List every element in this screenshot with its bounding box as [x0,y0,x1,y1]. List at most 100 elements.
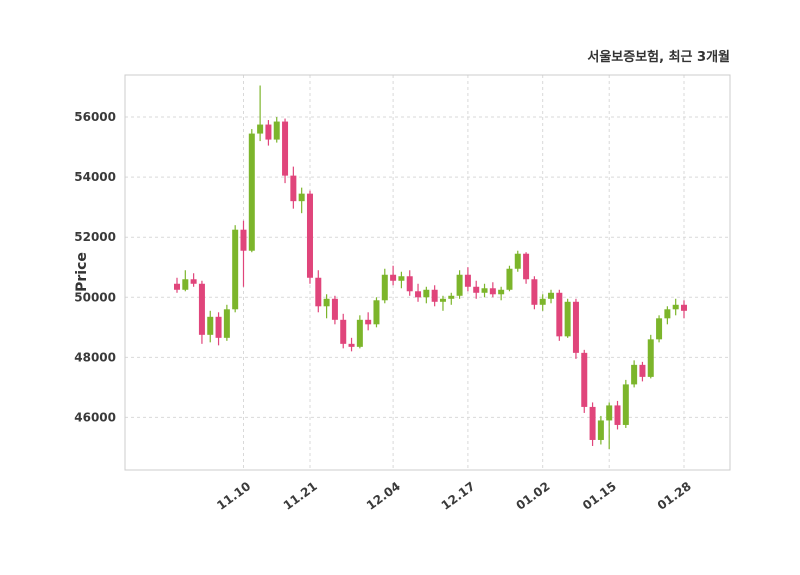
candle-body [523,253,530,280]
candle-4 [207,310,214,343]
grid-lines [125,75,730,470]
candle-10 [257,85,264,142]
y-tick-label: 50000 [74,290,116,304]
y-tick-label: 46000 [74,410,116,424]
candle-body [672,304,679,310]
candle-body [190,279,197,284]
candle-39 [498,286,505,301]
candle-body [356,319,363,347]
candle-body [215,316,222,338]
candle-body [182,279,189,290]
candle-43 [531,276,538,310]
candle-body [548,292,555,299]
candle-59 [664,306,671,325]
candle-5 [215,312,222,346]
candle-33 [448,292,455,305]
candle-body [564,301,571,337]
y-axis-ticks: 46000 48000 50000 52000 54000 56000 [74,110,116,424]
x-tick-label: 01.28 [655,479,694,513]
candle-36 [473,280,480,299]
candle-body [340,319,347,344]
candle-body [581,352,588,407]
candle-body [207,316,214,335]
candle-body [514,253,521,269]
candle-body [240,229,247,251]
candle-8 [240,220,247,287]
x-tick-label: 01.15 [580,479,619,513]
candle-2 [190,273,197,287]
candle-60 [672,298,679,316]
candle-body [390,274,397,281]
candle-body [232,229,239,310]
candle-48 [572,298,579,359]
candle-52 [606,402,613,449]
y-tick-label: 54000 [74,170,116,184]
candle-17 [315,270,322,313]
candle-13 [282,118,289,184]
x-tick-label: 11.21 [281,479,320,513]
candle-body [572,301,579,353]
candle-body [489,288,496,295]
x-tick-label: 11.10 [214,479,253,513]
candle-body [656,318,663,340]
candle-53 [614,400,621,430]
x-tick-label: 12.04 [364,479,403,513]
candle-22 [356,315,363,349]
candlesticks [174,85,687,449]
candle-49 [581,349,588,413]
candle-body [198,283,205,335]
candle-body [614,405,621,425]
candle-body [331,298,338,320]
candle-body [464,274,471,287]
candle-body [622,384,629,425]
candle-16 [306,190,313,284]
candle-body [282,121,289,176]
candle-14 [290,166,297,209]
candle-44 [539,294,546,311]
candle-body [639,364,646,377]
candle-body [290,175,297,202]
candle-body [365,319,372,325]
candle-19 [331,295,338,325]
candle-58 [656,315,663,343]
candle-37 [481,283,488,298]
candle-31 [431,285,438,307]
candle-45 [548,289,555,304]
candle-18 [323,294,330,319]
candle-15 [298,187,305,214]
candle-3 [198,280,205,344]
candle-30 [423,286,430,304]
y-tick-label: 52000 [74,230,116,244]
candle-body [348,343,355,347]
candle-body [606,405,613,421]
candle-40 [506,265,513,292]
candle-34 [456,270,463,299]
candle-body [323,298,330,307]
candle-54 [622,379,629,428]
candle-50 [589,402,596,446]
candle-body [456,274,463,296]
candle-body [681,304,687,311]
candle-body [423,289,430,298]
candle-body [174,283,180,290]
candle-body [373,300,380,325]
candle-body [589,406,596,440]
plot-background [125,75,730,470]
candle-body [431,289,438,302]
candle-55 [631,360,638,388]
candle-0 [174,277,180,293]
candle-body [248,133,255,251]
candle-body [539,298,546,305]
candle-7 [232,225,239,313]
candle-46 [556,289,563,341]
candle-61 [681,300,687,319]
y-tick-label: 56000 [74,110,116,124]
candle-51 [597,415,604,445]
candle-47 [564,298,571,338]
y-tick-label: 48000 [74,350,116,364]
candle-body [406,276,413,292]
candle-23 [365,312,372,331]
candle-body [273,121,280,140]
